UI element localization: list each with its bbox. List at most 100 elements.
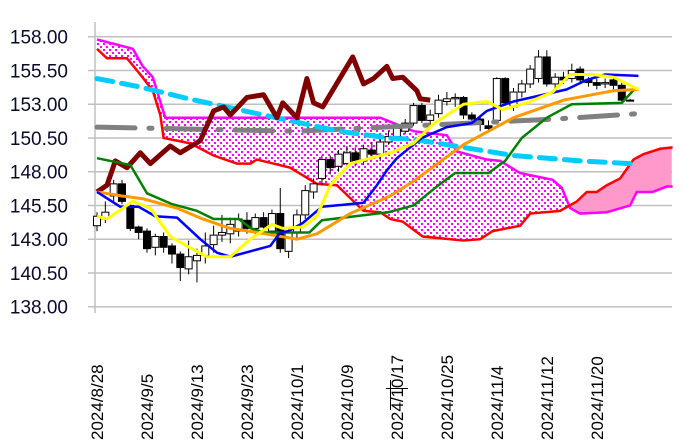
candle <box>617 82 626 103</box>
candle <box>492 77 501 125</box>
candle-body-up <box>426 114 435 121</box>
candle-body-up <box>434 99 443 115</box>
candle <box>201 232 210 264</box>
candle <box>134 225 143 240</box>
long-ma-cyan <box>94 76 633 167</box>
cloud-bearish-fill <box>97 39 568 241</box>
candle-body-up <box>317 159 326 179</box>
candle <box>192 248 201 283</box>
candle-body-up <box>626 99 635 102</box>
candle <box>151 233 160 256</box>
candle <box>276 187 285 253</box>
candle <box>142 228 151 253</box>
candle-body-down <box>617 84 626 101</box>
candle-body-up <box>442 98 451 103</box>
cloud-bullish-fill <box>567 147 672 214</box>
y-tick-label: 155.50 <box>10 61 68 82</box>
x-tick-label: 2024/11/12 <box>538 356 557 440</box>
candle <box>126 204 135 232</box>
y-tick-label: 158.00 <box>10 28 68 49</box>
candle <box>109 179 118 202</box>
candle <box>301 185 310 219</box>
x-tick-label: 2024/11/4 <box>488 366 507 440</box>
x-tick-label: 2024/9/13 <box>188 364 207 440</box>
candle-body-up <box>409 105 418 124</box>
candle-body-up <box>301 190 310 216</box>
x-tick-label: 2024/8/28 <box>88 364 107 440</box>
candle <box>167 243 176 264</box>
candle <box>234 213 243 237</box>
candle-body-up <box>251 217 260 229</box>
candle <box>501 77 510 106</box>
candle <box>626 98 635 102</box>
candle-body-down <box>367 149 376 155</box>
candle-body-up <box>376 141 385 155</box>
candle-body-down <box>484 125 493 130</box>
candle <box>434 94 443 118</box>
candle-body-up <box>209 234 218 246</box>
candle <box>409 102 418 126</box>
x-tick-label: 2024/9/5 <box>138 374 157 440</box>
candle-body-up <box>451 96 460 100</box>
candle <box>526 65 535 88</box>
candle-body-down <box>134 226 143 233</box>
candle-body-down <box>609 79 618 86</box>
candle <box>159 232 168 253</box>
chikou-span <box>95 54 431 195</box>
candle-body-up <box>526 68 535 85</box>
candle-body-up <box>392 128 401 138</box>
y-tick-label: 143.00 <box>10 230 68 251</box>
candle-body-down <box>176 253 185 269</box>
candle-body-down <box>117 183 126 202</box>
y-tick-label: 138.00 <box>10 298 68 319</box>
candle-body-down <box>326 159 335 169</box>
candle <box>417 102 426 124</box>
candle <box>117 179 126 205</box>
candle-body-down <box>467 114 476 120</box>
candle <box>601 78 610 88</box>
tenkan-sen-blue <box>96 73 639 258</box>
ichimoku-cloud <box>96 38 673 242</box>
candle <box>334 150 343 172</box>
candle-body-up <box>309 183 318 193</box>
candle <box>309 178 318 199</box>
candle-body-down <box>167 245 176 255</box>
x-tick-label: 2024/10/17 <box>388 355 407 440</box>
candle-body-up <box>534 56 543 80</box>
candle <box>209 225 218 253</box>
y-tick-label: 140.50 <box>10 264 68 285</box>
candle-body-up <box>284 231 293 252</box>
candle <box>426 109 435 126</box>
candle-body-down <box>417 105 426 121</box>
text-cursor-mark <box>386 388 408 389</box>
orange-line <box>96 87 639 241</box>
x-tick-label: 2024/9/23 <box>238 364 257 440</box>
candle <box>176 251 185 282</box>
candle-body-up <box>492 78 501 121</box>
y-tick-label: 153.00 <box>10 95 68 116</box>
x-axis: 2024/8/28 2024/9/5 2024/9/13 2024/9/23 2024/… <box>88 355 607 440</box>
candle-body-up <box>601 82 610 85</box>
candle <box>534 50 543 83</box>
candle-body-up <box>551 76 560 85</box>
candle <box>609 77 618 90</box>
candle-body-up <box>217 231 226 236</box>
y-tick-label: 145.50 <box>10 196 68 217</box>
green-line <box>96 88 636 234</box>
y-axis: 158.00 155.50 153.00 150.50 148.00 145.50 143.… <box>10 28 68 319</box>
candle-body-down <box>142 230 151 250</box>
candle-body-up <box>267 213 276 232</box>
candle <box>442 92 451 106</box>
candle-body-up <box>334 153 343 167</box>
x-tick-label: 2024/10/25 <box>438 355 457 440</box>
x-tick-label: 2024/11/20 <box>588 356 607 440</box>
x-tick-label: 2024/10/9 <box>338 364 357 440</box>
text-cursor-mark-vertical <box>390 380 391 410</box>
long-ma-gray <box>94 111 641 134</box>
candle-body-up <box>342 152 351 165</box>
candle-body-down <box>159 236 168 248</box>
candle-body-down <box>126 204 135 229</box>
candle-body-down <box>592 82 601 86</box>
